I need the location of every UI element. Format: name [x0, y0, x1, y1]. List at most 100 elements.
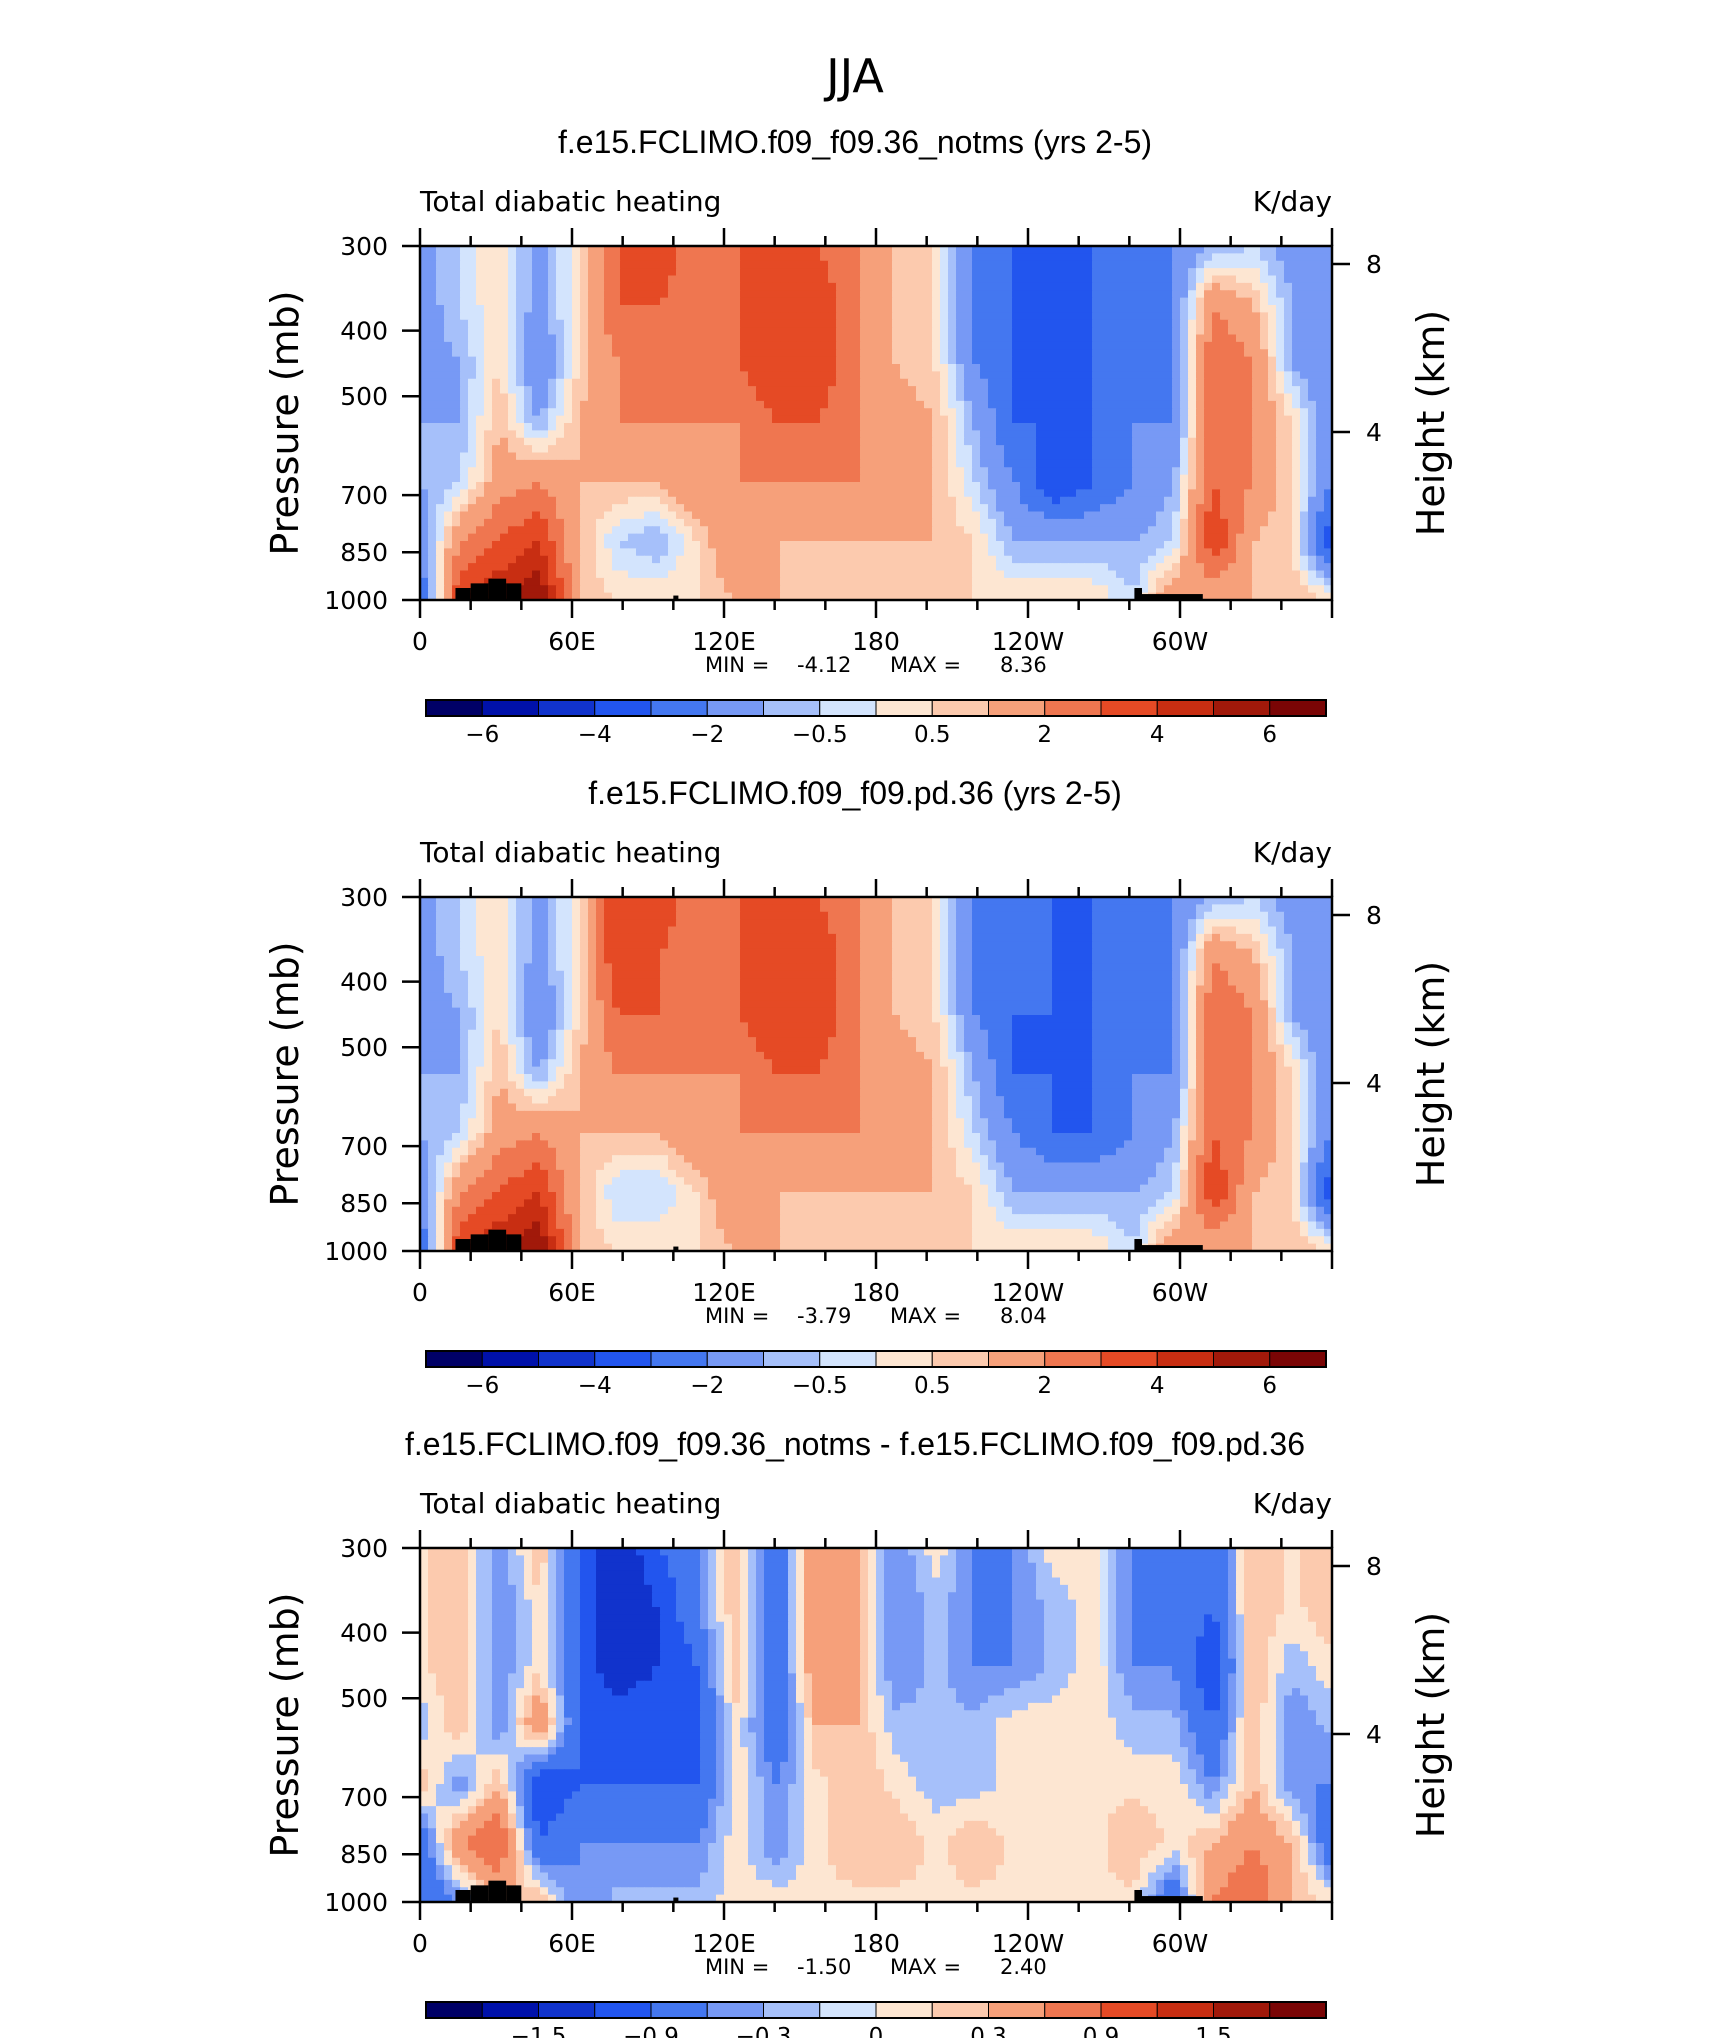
- field-cell: [860, 400, 869, 409]
- field-cell: [636, 364, 645, 372]
- field-cell: [884, 297, 893, 306]
- field-cell: [1196, 445, 1205, 454]
- field-cell: [900, 371, 909, 380]
- field-cell: [780, 415, 789, 424]
- field-cell: [1324, 430, 1332, 439]
- field-cell: [524, 327, 533, 336]
- field-cell: [948, 371, 957, 380]
- field-cell: [668, 496, 677, 505]
- field-cell: [636, 334, 645, 343]
- field-cell: [1060, 408, 1069, 417]
- panel-subtitle: f.e15.FCLIMO.f09_f09.36_notms (yrs 2-5): [558, 124, 1152, 160]
- field-cell: [1292, 526, 1301, 535]
- field-cell: [1164, 482, 1173, 490]
- field-cell: [732, 364, 741, 372]
- field-cell: [1116, 334, 1125, 343]
- field-cell: [1316, 356, 1325, 365]
- field-cell: [668, 275, 677, 284]
- field-cell: [956, 260, 965, 269]
- field-cell: [948, 319, 957, 328]
- field-cell: [940, 504, 949, 513]
- field-cell: [828, 349, 837, 358]
- field-cell: [1044, 452, 1053, 461]
- field-cell: [908, 482, 917, 490]
- field-cell: [1180, 393, 1189, 402]
- field-cell: [1324, 364, 1332, 372]
- field-cell: [796, 467, 805, 476]
- field-cell: [836, 282, 845, 291]
- field-cell: [1092, 393, 1101, 402]
- field-cell: [956, 408, 965, 417]
- field-cell: [708, 400, 717, 409]
- field-cell: [1204, 452, 1213, 461]
- field-cell: [1188, 533, 1197, 542]
- field-cell: [516, 533, 525, 542]
- field-cell: [684, 563, 693, 572]
- field-cell: [1012, 349, 1021, 358]
- field-cell: [1012, 386, 1021, 395]
- field-cell: [1252, 349, 1261, 358]
- field-cell: [668, 437, 677, 446]
- field-cell: [548, 290, 557, 299]
- field-cell: [1140, 371, 1149, 380]
- field-cell: [964, 393, 973, 402]
- field-cell: [604, 408, 613, 417]
- field-cell: [1236, 467, 1245, 476]
- field-cell: [980, 555, 989, 564]
- field-cell: [692, 474, 701, 483]
- field-cell: [516, 319, 525, 328]
- field-cell: [476, 415, 485, 424]
- field-cell: [588, 297, 597, 306]
- field-cell: [1212, 282, 1221, 291]
- field-cell: [548, 504, 557, 513]
- field-cell: [452, 341, 461, 350]
- field-cell: [428, 349, 437, 358]
- field-cell: [564, 378, 573, 387]
- field-cell: [708, 496, 717, 505]
- field-cell: [868, 482, 877, 490]
- field-cell: [1108, 260, 1117, 269]
- field-cell: [956, 533, 965, 542]
- field-cell: [468, 467, 477, 476]
- field-cell: [908, 297, 917, 306]
- field-cell: [892, 445, 901, 454]
- field-cell: [572, 268, 581, 277]
- field-cell: [852, 400, 861, 409]
- field-cell: [628, 371, 637, 380]
- field-cell: [916, 415, 925, 424]
- field-cell: [1036, 408, 1045, 417]
- field-cell: [652, 482, 661, 490]
- field-cell: [1276, 260, 1285, 269]
- field-cell: [940, 445, 949, 454]
- field-cell: [564, 518, 573, 527]
- field-cell: [700, 327, 709, 336]
- field-cell: [516, 437, 525, 446]
- field-cell: [1308, 474, 1317, 483]
- field-cell: [460, 555, 469, 564]
- field-cell: [844, 334, 853, 343]
- field-cell: [1052, 356, 1061, 365]
- field-cell: [1116, 246, 1125, 254]
- field-cell: [1292, 334, 1301, 343]
- field-cell: [756, 496, 765, 505]
- field-cell: [1028, 400, 1037, 409]
- field-cell: [612, 386, 621, 395]
- field-cell: [1052, 305, 1061, 313]
- field-cell: [780, 555, 789, 564]
- field-cell: [972, 400, 981, 409]
- field-cell: [444, 341, 453, 350]
- field-cell: [548, 408, 557, 417]
- field-cell: [1284, 408, 1293, 417]
- field-cell: [1164, 459, 1173, 468]
- field-cell: [1140, 467, 1149, 476]
- field-cell: [476, 327, 485, 336]
- field-cell: [724, 445, 733, 454]
- field-cell: [732, 533, 741, 542]
- field-cell: [852, 415, 861, 424]
- field-cell: [716, 563, 725, 572]
- field-cell: [1028, 541, 1037, 549]
- field-cell: [1276, 541, 1285, 549]
- field-cell: [1140, 334, 1149, 343]
- field-cell: [1228, 504, 1237, 513]
- field-cell: [740, 371, 749, 380]
